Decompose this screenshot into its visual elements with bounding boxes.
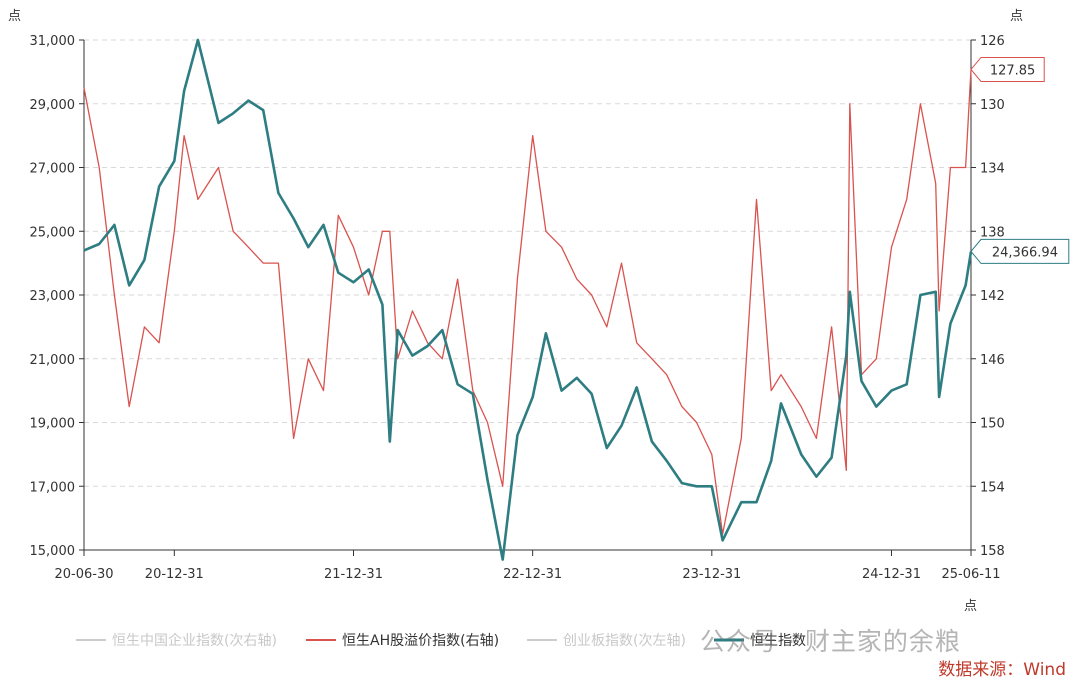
end-tag-label: 24,366.94: [992, 245, 1058, 260]
end-tag-ah-premium: 127.85: [970, 56, 1045, 82]
y-right-tick-label: 130: [980, 98, 1005, 113]
y-left-tick-label: 31,000: [30, 34, 76, 49]
legend-label: 创业板指数(次左轴): [563, 633, 686, 649]
series-line-hang-seng-index: [83, 38, 973, 561]
y-left-tick-label: 29,000: [30, 98, 76, 113]
x-tick-label: 22-12-31: [503, 567, 562, 582]
x-tick-label: 25-06-11: [941, 567, 1000, 582]
y-left-tick-label: 25,000: [30, 225, 76, 240]
y-right-tick-label: 146: [980, 353, 1005, 368]
y-left-tick-label: 27,000: [30, 162, 76, 177]
y-right-tick-label: 154: [980, 480, 1005, 495]
y-left-tick-label: 15,000: [30, 544, 76, 559]
series-line-ah-premium-index: [83, 69, 972, 535]
axes: 31,000 29,000 27,000 25,000 23,000 21,000 19,0…: [8, 9, 1023, 614]
y-right-tick-label: 126: [980, 34, 1005, 49]
y-right-unit: 点: [1010, 9, 1023, 24]
y-right-tick-label: 142: [980, 289, 1005, 304]
legend-label: 恒生AH股溢价指数(右轴): [342, 633, 499, 649]
x-tick-label: 21-12-31: [324, 567, 383, 582]
y-left-tick-label: 23,000: [30, 289, 76, 304]
x-tick-label: 23-12-31: [682, 567, 741, 582]
legend[interactable]: 恒生中国企业指数(次右轴) 恒生AH股溢价指数(右轴) 创业板指数(次左轴) 恒生指数: [76, 632, 806, 649]
series-layer: [83, 38, 973, 561]
x-tick-label: 20-06-30: [54, 567, 113, 582]
data-source: 数据来源：Wind: [938, 660, 1066, 680]
legend-item-1[interactable]: 恒生中国企业指数(次右轴): [76, 632, 277, 649]
end-tag-box: [970, 56, 1045, 82]
legend-label: 恒生中国企业指数(次右轴): [112, 632, 277, 649]
end-tag-label: 127.85: [990, 63, 1036, 78]
y-left-unit: 点: [8, 9, 21, 24]
legend-item-4[interactable]: 恒生指数: [714, 633, 806, 649]
y-right-tick-label: 134: [980, 162, 1005, 177]
legend-label: 恒生指数: [750, 633, 806, 649]
y-right-tick-label: 150: [980, 417, 1005, 432]
y-right-tick-label: 138: [980, 225, 1005, 240]
y-right-tick-label: 158: [980, 544, 1005, 559]
end-tag-hang-seng: 24,366.94: [970, 238, 1070, 264]
legend-item-2[interactable]: 恒生AH股溢价指数(右轴): [306, 633, 499, 649]
grid-lines: [84, 39, 971, 487]
end-tag-box: [970, 238, 1070, 264]
y-left-tick-label: 19,000: [30, 417, 76, 432]
y-left-tick-label: 21,000: [30, 353, 76, 368]
x-tick-label: 20-12-31: [145, 567, 204, 582]
end-value-tags: 127.85 24,366.94: [970, 56, 1070, 264]
y-left-tick-label: 17,000: [30, 480, 76, 495]
x-tick-label: 24-12-31: [862, 567, 921, 582]
watermark-text: 公众号 · 财主家的余粮: [700, 627, 961, 656]
x-unit: 点: [964, 599, 977, 614]
legend-item-3[interactable]: 创业板指数(次左轴): [527, 633, 686, 649]
